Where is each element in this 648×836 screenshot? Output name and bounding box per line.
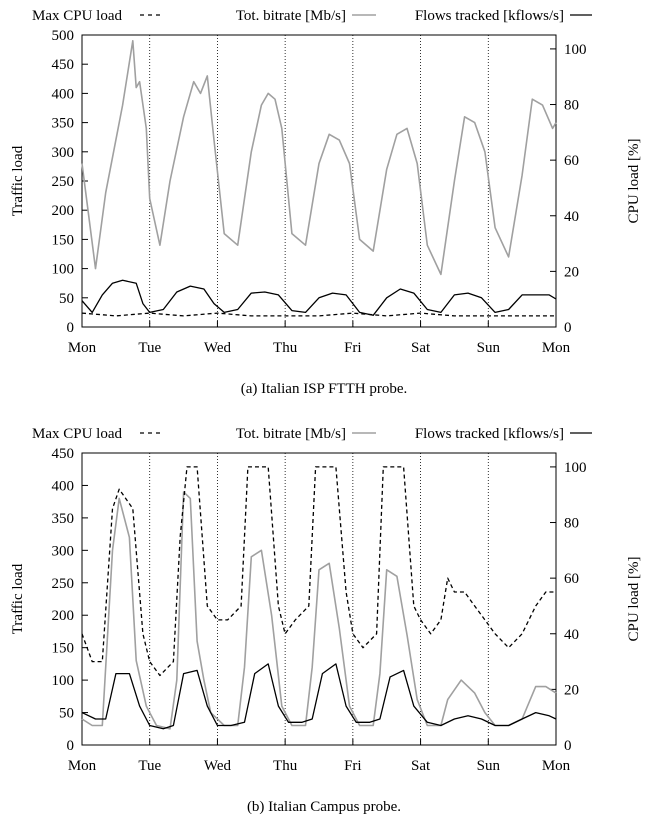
x-tick-label: Sun — [477, 340, 501, 356]
y-tick-label: 50 — [59, 706, 74, 722]
x-tick-label: Tue — [138, 758, 161, 774]
y-tick-label: 0 — [67, 320, 75, 336]
y-tick-label: 100 — [52, 673, 75, 689]
x-tick-label: Mon — [542, 340, 571, 356]
y2-tick-label: 0 — [564, 738, 572, 754]
chart-a: Max CPU load Tot. bitrate [Mb/s] Flows tra… — [0, 0, 648, 418]
x-tick-label: Sat — [411, 758, 431, 774]
x-tick-label: Thu — [273, 340, 298, 356]
series-line-flows-tracked-kflows-s — [82, 280, 556, 315]
plot-frame — [82, 35, 556, 327]
x-tick-label: Mon — [68, 340, 97, 356]
y2-tick-label: 40 — [564, 627, 579, 643]
y-tick-label: 200 — [52, 203, 75, 219]
y-tick-label: 50 — [59, 291, 74, 307]
y-tick-label: 150 — [52, 232, 75, 248]
y2-tick-label: 80 — [564, 98, 579, 114]
y2-tick-label: 80 — [564, 516, 579, 532]
x-tick-label: Sun — [477, 758, 501, 774]
chart-caption: (b) Italian Campus probe. — [247, 799, 401, 815]
y-tick-label: 400 — [52, 478, 75, 494]
y2-tick-label: 100 — [564, 460, 587, 476]
y2-tick-label: 0 — [564, 320, 572, 336]
legend-label-max-cpu: Max CPU load — [32, 426, 123, 442]
y-tick-label: 100 — [52, 262, 75, 278]
y-tick-label: 350 — [52, 511, 75, 527]
legend-label-flows: Flows tracked [kflows/s] — [415, 8, 564, 24]
series-line-max-cpu-load — [82, 313, 556, 316]
x-tick-label: Mon — [68, 758, 97, 774]
y-tick-label: 150 — [52, 641, 75, 657]
y2-tick-label: 40 — [564, 209, 579, 225]
y-tick-label: 450 — [52, 446, 75, 462]
y2-tick-label: 20 — [564, 264, 579, 280]
y2-tick-label: 20 — [564, 682, 579, 698]
y-tick-label: 450 — [52, 57, 75, 73]
y-tick-label: 200 — [52, 608, 75, 624]
plot-frame — [82, 453, 556, 745]
x-tick-label: Wed — [204, 340, 232, 356]
x-tick-label: Tue — [138, 340, 161, 356]
y-tick-label: 250 — [52, 576, 75, 592]
y2-tick-label: 60 — [564, 571, 579, 587]
y2-axis-title: CPU load [%] — [626, 557, 642, 642]
y-tick-label: 250 — [52, 174, 75, 190]
y-axis-title: Traffic load — [10, 145, 26, 216]
x-tick-label: Fri — [344, 758, 362, 774]
y2-tick-label: 60 — [564, 153, 579, 169]
y2-tick-label: 100 — [564, 42, 587, 58]
legend-label-bitrate: Tot. bitrate [Mb/s] — [236, 8, 346, 24]
y-tick-label: 350 — [52, 116, 75, 132]
chart-b: Max CPU load Tot. bitrate [Mb/s] Flows tra… — [0, 418, 648, 836]
y-tick-label: 0 — [67, 738, 75, 754]
x-tick-label: Thu — [273, 758, 298, 774]
y2-axis-title: CPU load [%] — [626, 139, 642, 224]
series-line-tot-bitrate-mb-s — [82, 41, 556, 275]
legend-label-max-cpu: Max CPU load — [32, 8, 123, 24]
x-tick-label: Mon — [542, 758, 571, 774]
chart-caption: (a) Italian ISP FTTH probe. — [241, 381, 408, 397]
y-tick-label: 300 — [52, 145, 75, 161]
series-line-tot-bitrate-mb-s — [82, 492, 556, 729]
y-tick-label: 500 — [52, 28, 75, 44]
x-tick-label: Fri — [344, 340, 362, 356]
y-tick-label: 300 — [52, 543, 75, 559]
x-tick-label: Wed — [204, 758, 232, 774]
x-tick-label: Sat — [411, 340, 431, 356]
y-axis-title: Traffic load — [10, 563, 26, 634]
legend-label-flows: Flows tracked [kflows/s] — [415, 426, 564, 442]
y-tick-label: 400 — [52, 86, 75, 102]
legend-label-bitrate: Tot. bitrate [Mb/s] — [236, 426, 346, 442]
